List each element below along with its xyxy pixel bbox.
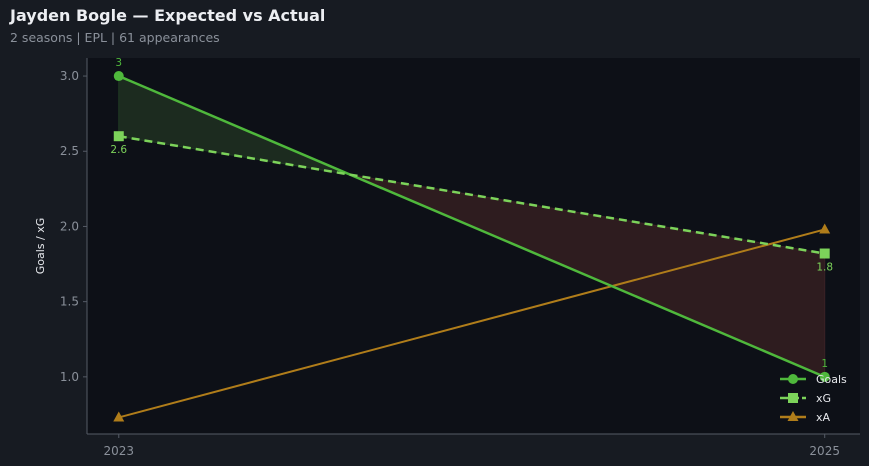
y-tick-label: 2.0: [60, 219, 79, 233]
goals-point: [113, 71, 124, 82]
x-tick-label: 2023: [103, 444, 134, 458]
xg-data-label: 1.8: [816, 262, 833, 274]
goals-data-label: 3: [115, 57, 122, 69]
legend-xa-marker: [787, 411, 799, 421]
xg-point: [819, 248, 830, 259]
y-tick-label: 3.0: [60, 69, 79, 83]
xa-line: [118, 228, 825, 419]
goals-point: [819, 371, 830, 382]
goals-line: [118, 74, 826, 378]
y-tick-label: 1.5: [60, 295, 79, 309]
xa-point: [113, 411, 125, 422]
xg-point: [113, 131, 124, 142]
legend-xg-label: xG: [816, 392, 831, 405]
goals-data-label: 1: [821, 358, 828, 370]
chart-subtitle: 2 seasons | EPL | 61 appearances: [10, 30, 220, 45]
legend-xa-label: xA: [816, 411, 831, 424]
xg-line: [118, 134, 825, 255]
legend-goals-marker: [788, 374, 798, 384]
y-tick-label: 1.0: [60, 370, 79, 384]
chart-title: Jayden Bogle — Expected vs Actual: [10, 6, 326, 25]
xa-point: [819, 223, 831, 234]
y-axis-label: Goals / xG: [34, 218, 47, 275]
y-tick-label: 2.5: [60, 144, 79, 158]
legend-xg-marker: [788, 393, 798, 403]
legend: Goals xG xA: [780, 373, 847, 424]
x-tick-label: 2025: [809, 444, 840, 458]
legend-goals-label: Goals: [816, 373, 847, 386]
xg-data-label: 2.6: [110, 144, 127, 156]
